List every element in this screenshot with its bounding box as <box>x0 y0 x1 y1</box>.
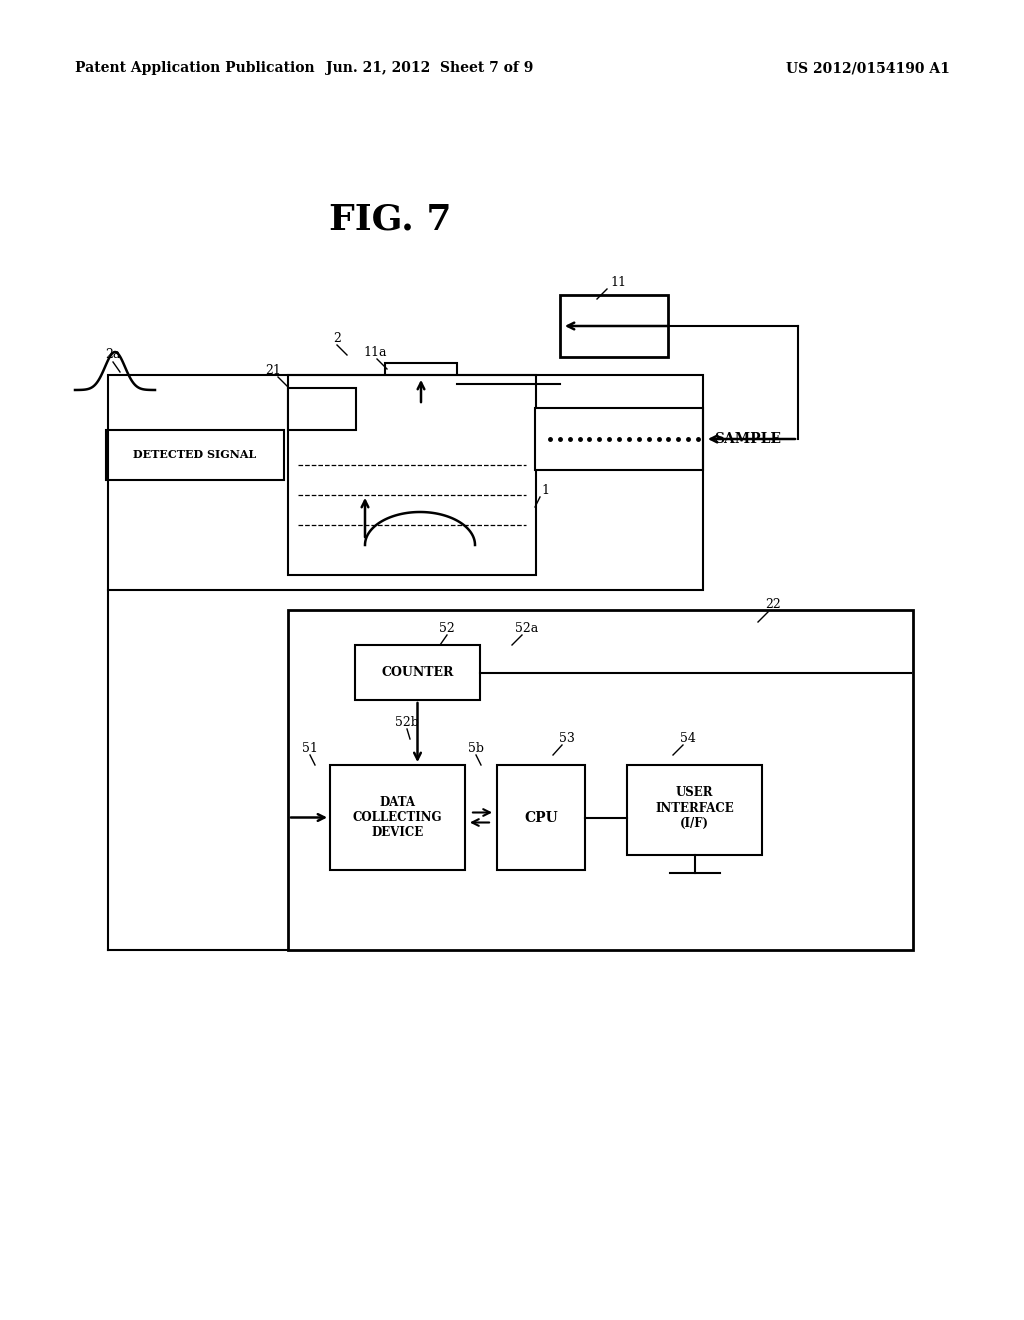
Text: 52: 52 <box>439 622 455 635</box>
Text: FIG. 7: FIG. 7 <box>329 203 452 238</box>
Text: 53: 53 <box>559 731 574 744</box>
Text: SAMPLE: SAMPLE <box>715 432 781 446</box>
Bar <box>108 375 703 590</box>
Text: DETECTED SIGNAL: DETECTED SIGNAL <box>133 450 257 461</box>
Text: 2: 2 <box>333 331 341 345</box>
Bar <box>560 294 668 356</box>
Text: 11: 11 <box>610 276 626 289</box>
Bar <box>106 430 284 480</box>
Text: DATA
COLLECTING
DEVICE: DATA COLLECTING DEVICE <box>352 796 442 840</box>
Text: Jun. 21, 2012  Sheet 7 of 9: Jun. 21, 2012 Sheet 7 of 9 <box>327 61 534 75</box>
Bar <box>497 766 585 870</box>
Bar <box>288 375 536 576</box>
Text: 11a: 11a <box>364 346 387 359</box>
Bar <box>627 766 762 855</box>
Bar <box>535 408 703 470</box>
Text: 1: 1 <box>541 483 549 496</box>
Text: CPU: CPU <box>524 810 558 825</box>
Text: USER
INTERFACE
(I/F): USER INTERFACE (I/F) <box>655 787 734 829</box>
Bar <box>355 645 480 700</box>
Bar <box>385 363 457 405</box>
Text: Patent Application Publication: Patent Application Publication <box>75 61 314 75</box>
Text: 52a: 52a <box>515 622 539 635</box>
Bar <box>288 610 913 950</box>
Text: 51: 51 <box>302 742 317 755</box>
Text: 54: 54 <box>680 731 696 744</box>
Text: 21: 21 <box>265 363 281 376</box>
Text: 5b: 5b <box>468 742 484 755</box>
Text: US 2012/0154190 A1: US 2012/0154190 A1 <box>786 61 950 75</box>
Text: 2a: 2a <box>105 348 121 362</box>
Bar <box>330 766 465 870</box>
Text: COUNTER: COUNTER <box>381 667 454 678</box>
Bar <box>288 388 356 430</box>
Text: 52b: 52b <box>395 715 419 729</box>
Text: 22: 22 <box>765 598 781 611</box>
